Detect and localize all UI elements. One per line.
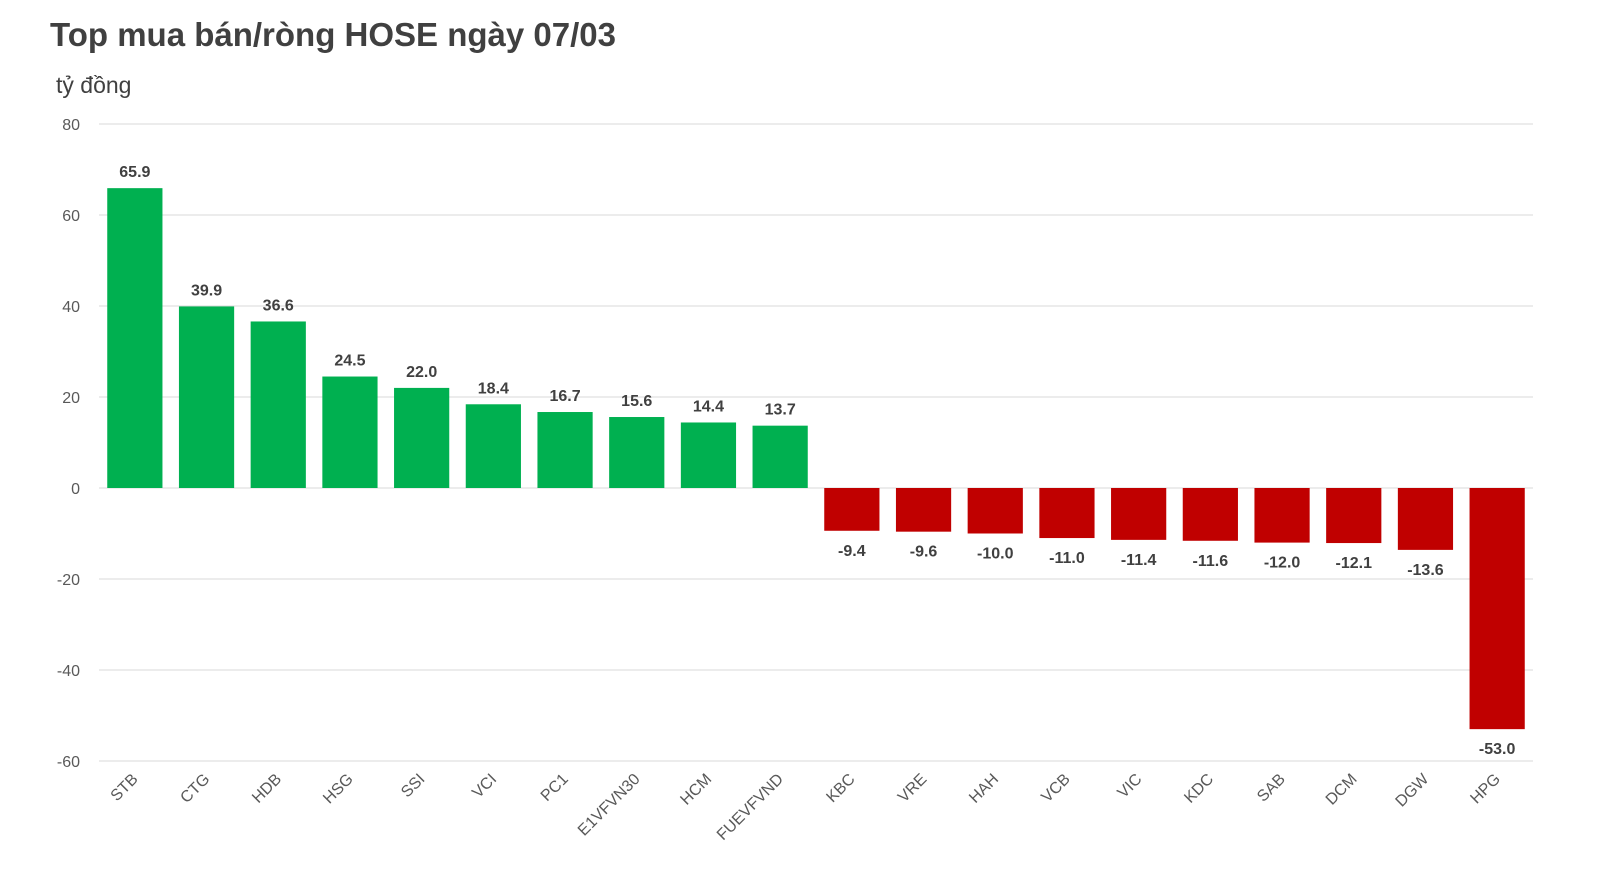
bar-sab bbox=[1254, 488, 1310, 543]
bar-hah bbox=[967, 488, 1023, 534]
data-label: -13.6 bbox=[1407, 562, 1444, 579]
x-category-label: VRE bbox=[895, 771, 930, 806]
data-label: 65.9 bbox=[119, 164, 150, 181]
bar-hdb bbox=[250, 321, 306, 488]
x-category-label: PC1 bbox=[538, 771, 572, 805]
x-category-label: KBC bbox=[823, 771, 858, 806]
y-axis-ticks: 80 60 40 20 0 -20 -40 -60 bbox=[57, 117, 80, 771]
bar-kdc bbox=[1182, 488, 1238, 541]
x-axis-categories: STB CTG HDB HSG SSI VCI PC1 E1VFVN30 HCMFUEVFVND… bbox=[108, 770, 1504, 844]
bar-dcm bbox=[1326, 488, 1382, 544]
data-label: 14.4 bbox=[693, 398, 724, 415]
x-category-label: STB bbox=[108, 771, 142, 805]
x-category-label: HAH bbox=[966, 771, 1002, 807]
bar-e1vfvn30 bbox=[609, 417, 665, 488]
data-label: 15.6 bbox=[621, 393, 652, 410]
bar-vci bbox=[465, 404, 521, 488]
y-tick-label: 20 bbox=[62, 390, 80, 407]
data-label: 16.7 bbox=[549, 388, 580, 405]
bar-dgw bbox=[1397, 488, 1454, 550]
x-category-label: HCM bbox=[677, 771, 715, 809]
data-label: 39.9 bbox=[191, 282, 222, 299]
y-axis-unit-label: tỷ đồng bbox=[56, 72, 132, 98]
gridlines bbox=[99, 123, 1533, 762]
x-category-label: HDB bbox=[249, 771, 285, 807]
data-label: -11.0 bbox=[1049, 550, 1085, 567]
bar-fuevfvnd bbox=[752, 425, 808, 488]
x-category-label: DGW bbox=[1393, 770, 1433, 810]
data-label: 22.0 bbox=[406, 364, 437, 381]
data-label: 18.4 bbox=[478, 380, 509, 397]
x-category-label: VCB bbox=[1038, 771, 1073, 806]
x-category-label: VIC bbox=[1115, 771, 1146, 802]
bar-vcb bbox=[1039, 488, 1095, 539]
data-label: -9.4 bbox=[838, 543, 866, 560]
x-category-label: CTG bbox=[177, 771, 213, 807]
data-label: -10.0 bbox=[977, 546, 1014, 563]
x-category-label: HPG bbox=[1467, 771, 1504, 808]
bar-stb bbox=[107, 188, 163, 488]
data-label: -9.6 bbox=[910, 544, 938, 561]
bar-hpg bbox=[1469, 488, 1525, 730]
x-category-label: VCI bbox=[469, 771, 500, 802]
bar-vic bbox=[1111, 488, 1167, 540]
bar-ctg bbox=[178, 306, 235, 488]
data-label: -12.1 bbox=[1336, 555, 1373, 572]
bars bbox=[107, 188, 1525, 730]
data-label: -12.0 bbox=[1264, 555, 1301, 572]
x-category-label: DCM bbox=[1323, 771, 1361, 809]
y-tick-label: 60 bbox=[62, 208, 80, 225]
x-category-label: HSG bbox=[320, 771, 357, 808]
y-tick-label: -60 bbox=[57, 754, 80, 771]
bar-vre bbox=[895, 488, 952, 532]
data-label: -53.0 bbox=[1479, 741, 1516, 758]
data-label: -11.6 bbox=[1193, 553, 1229, 570]
chart-title: Top mua bán/ròng HOSE ngày 07/03 bbox=[50, 16, 616, 53]
y-tick-label: 40 bbox=[62, 299, 80, 316]
data-label: 13.7 bbox=[765, 402, 796, 419]
y-tick-label: 80 bbox=[62, 117, 80, 134]
x-category-label: SAB bbox=[1254, 771, 1289, 806]
data-label: 24.5 bbox=[334, 353, 365, 370]
bar-ssi bbox=[394, 387, 450, 488]
y-tick-label: -20 bbox=[57, 572, 80, 589]
x-category-label: E1VFVN30 bbox=[575, 771, 644, 840]
data-label: 36.6 bbox=[263, 297, 294, 314]
bar-pc1 bbox=[537, 412, 593, 488]
bar-kbc bbox=[824, 488, 880, 531]
bar-hsg bbox=[322, 376, 378, 488]
y-tick-label: -40 bbox=[57, 663, 80, 680]
data-labels: 65.9 39.9 36.6 24.5 22.0 18.4 16.7 15.6 14.4 13.7… bbox=[119, 164, 1515, 758]
x-category-label: FUEVFVND bbox=[714, 771, 787, 844]
y-tick-label: 0 bbox=[71, 481, 80, 498]
x-category-label: KDC bbox=[1181, 771, 1217, 807]
bar-hcm bbox=[680, 422, 737, 488]
x-category-label: SSI bbox=[398, 771, 428, 801]
data-label: -11.4 bbox=[1121, 552, 1157, 569]
